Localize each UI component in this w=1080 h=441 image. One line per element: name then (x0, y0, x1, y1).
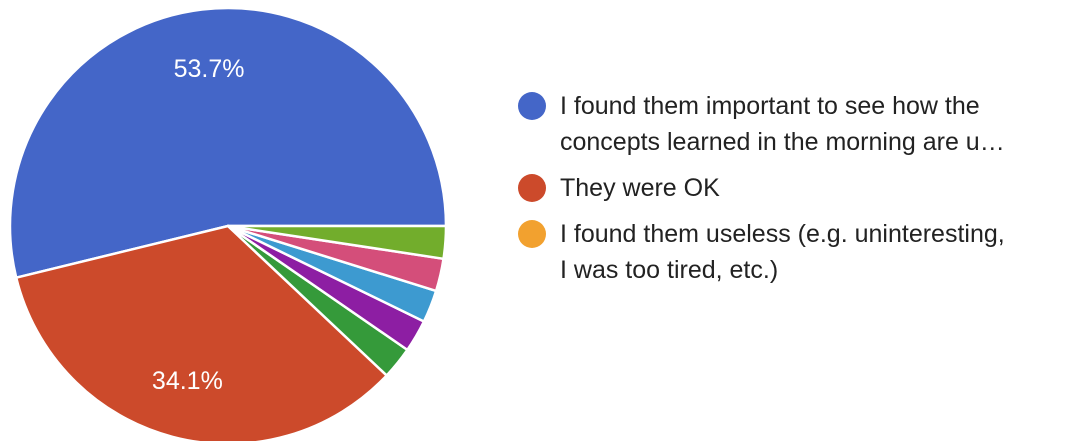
legend-label: I found them useless (e.g. uninteresting… (560, 220, 1005, 284)
legend-label: They were OK (560, 174, 720, 202)
legend-swatch (518, 220, 546, 248)
legend-item: I found them useless (e.g. uninteresting… (518, 216, 1078, 288)
slice-data-label: 34.1% (152, 367, 223, 395)
legend-label: I found them important to see how the co… (560, 92, 1005, 156)
legend: I found them important to see how the co… (518, 88, 1078, 298)
pie-slice (8, 6, 448, 279)
pie-chart: 53.7% 34.1% (8, 6, 448, 441)
legend-swatch (518, 92, 546, 120)
pie-slice (14, 224, 388, 441)
legend-item: I found them important to see how the co… (518, 88, 1078, 160)
slice-data-label: 53.7% (174, 55, 245, 83)
legend-item: They were OK (518, 170, 1078, 206)
pie-slice (226, 224, 448, 261)
legend-swatch (518, 174, 546, 202)
